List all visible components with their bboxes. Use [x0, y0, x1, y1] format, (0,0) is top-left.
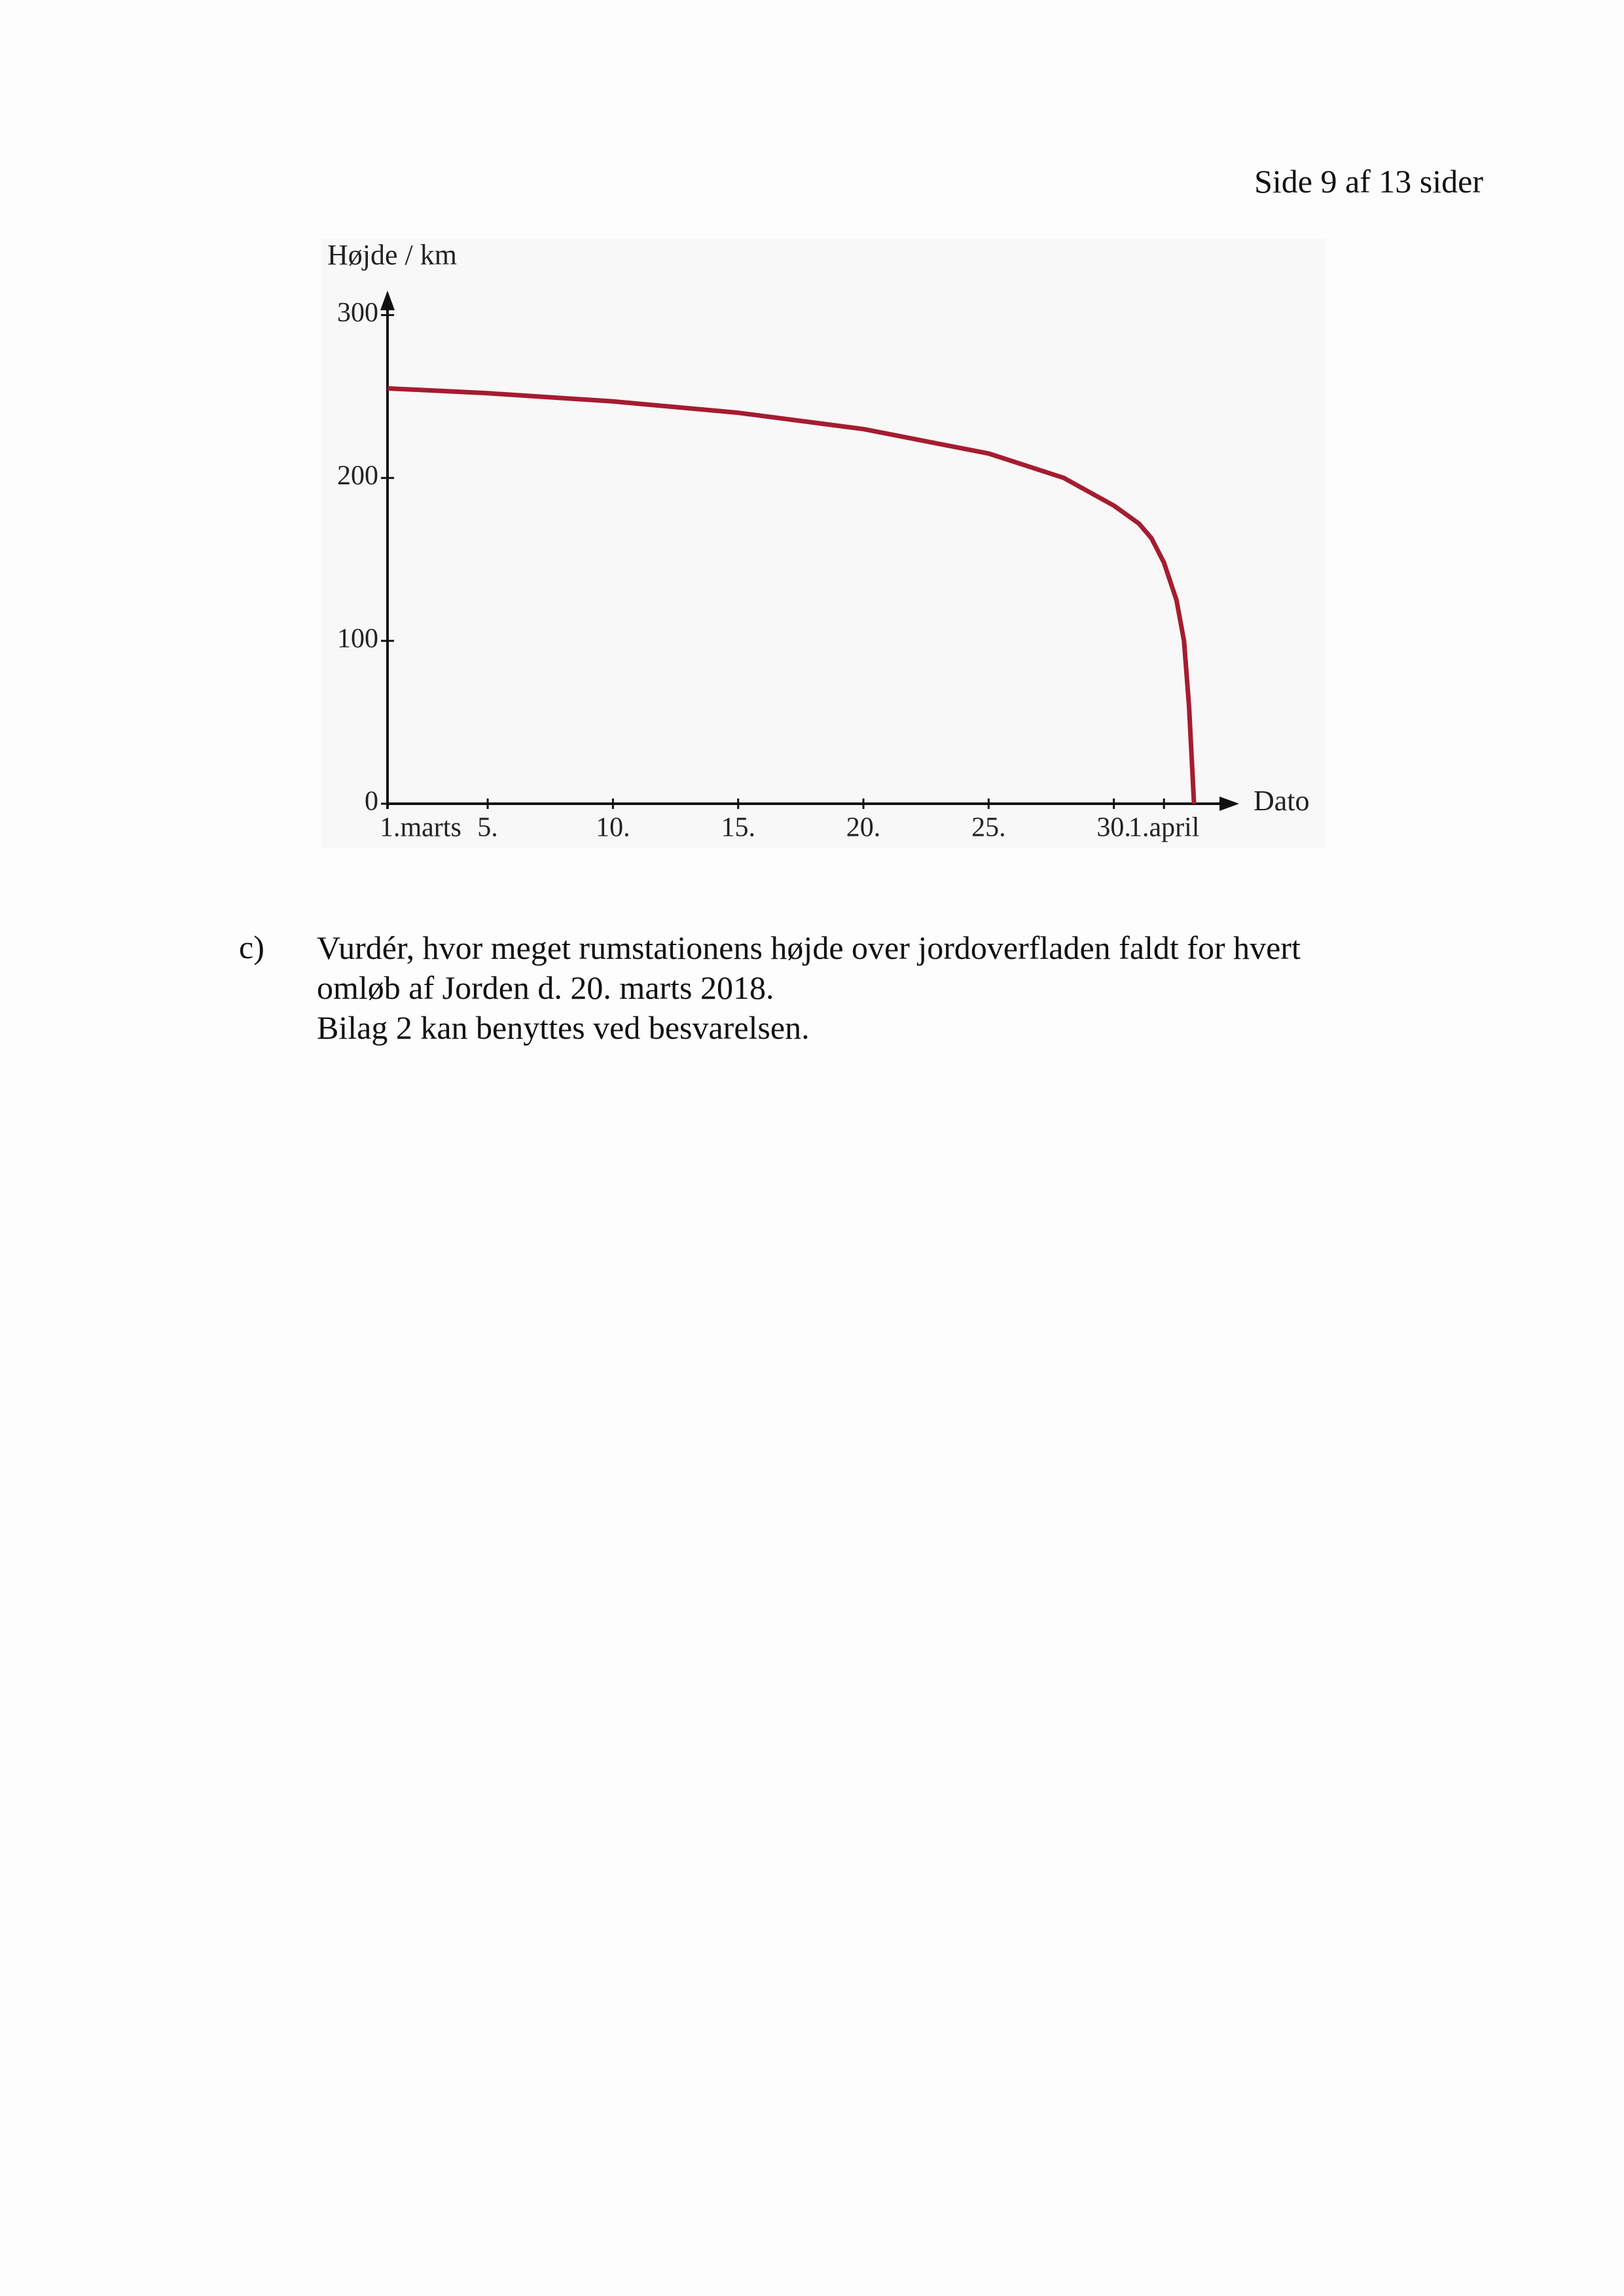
- x-tick-label: 25.: [971, 813, 1006, 843]
- y-tick-label: 0: [365, 787, 378, 817]
- question-text: Vurdér, hvor meget rumstationens højde o…: [317, 928, 1301, 1048]
- page-number: Side 9 af 13 sider: [1254, 163, 1483, 200]
- x-tick-label: 10.: [596, 813, 630, 843]
- x-axis-label: Dato: [1254, 785, 1310, 817]
- question-line: Vurdér, hvor meget rumstationens højde o…: [317, 929, 1301, 966]
- x-tick-label: 20.: [846, 813, 881, 843]
- x-tick-label: 30.: [1096, 813, 1131, 843]
- x-tick-label: 1.april: [1128, 813, 1199, 843]
- x-axis-arrow: [1219, 797, 1239, 811]
- x-tick-label: 15.: [721, 813, 755, 843]
- question-line: omløb af Jorden d. 20. marts 2018.: [317, 969, 774, 1006]
- y-tick-label: 200: [337, 461, 378, 491]
- data-line: [387, 386, 1197, 804]
- x-tick-label: 1.marts: [380, 813, 461, 843]
- y-tick-label: 100: [337, 624, 378, 654]
- chart: Højde / km Dato 0 100 200 300 1.marts 5. 10. 15…: [321, 239, 1326, 848]
- y-axis-label: Højde / km: [327, 239, 457, 271]
- x-tick-label: 5.: [477, 813, 498, 843]
- chart-background: [321, 239, 1326, 848]
- question-label: c): [239, 929, 264, 965]
- y-tick-label: 300: [337, 298, 378, 328]
- question-line: Bilag 2 kan benyttes ved besvarelsen.: [317, 1009, 810, 1046]
- y-axis-arrow: [380, 291, 395, 310]
